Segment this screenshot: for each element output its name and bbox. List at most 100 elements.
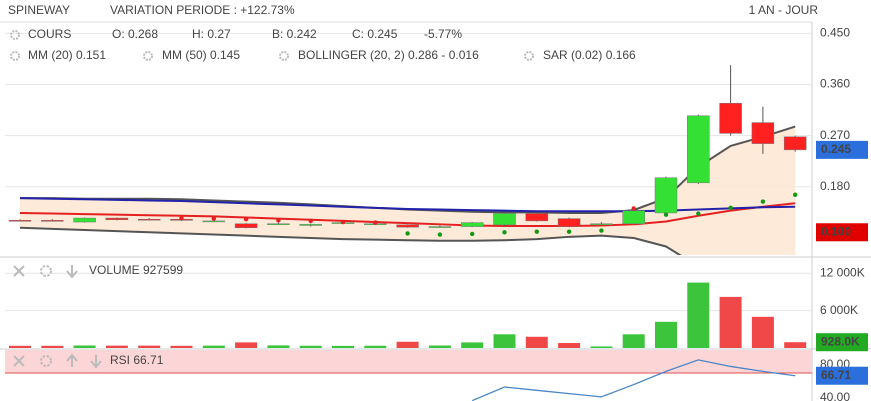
volume-bar bbox=[9, 345, 31, 348]
candle-body bbox=[137, 218, 161, 221]
legend-entry: MM (20) 0.151 bbox=[28, 48, 106, 62]
candle-body bbox=[396, 224, 419, 228]
legend-entry: -5.77% bbox=[424, 27, 462, 41]
down-icon[interactable] bbox=[66, 265, 78, 279]
sar-dot bbox=[243, 216, 249, 222]
panel bbox=[5, 350, 812, 401]
sar-dot bbox=[211, 216, 216, 221]
bollinger-fill bbox=[20, 126, 796, 255]
volume-bar bbox=[655, 321, 677, 348]
sar-dot bbox=[470, 231, 475, 237]
sar-dot bbox=[534, 229, 539, 234]
sar-dot bbox=[728, 205, 733, 211]
volume-bar bbox=[267, 345, 290, 348]
gear-icon[interactable] bbox=[524, 51, 534, 61]
sar-dot bbox=[502, 230, 507, 235]
sar-dot bbox=[373, 220, 378, 225]
candle-body bbox=[234, 223, 258, 228]
volume-bar bbox=[784, 342, 807, 348]
gear-icon[interactable] bbox=[10, 30, 20, 40]
legend-entry: O: 0.268 bbox=[112, 27, 158, 41]
legend-entry: BOLLINGER (20, 2) 0.286 - 0.016 bbox=[298, 48, 479, 62]
legend-entry: C: 0.245 bbox=[352, 27, 398, 41]
sar-dot bbox=[276, 218, 281, 223]
candle-body bbox=[751, 122, 775, 144]
period: 1 AN - JOUR bbox=[749, 3, 819, 17]
panel bbox=[5, 272, 812, 348]
volume-bar bbox=[719, 296, 742, 348]
volume-bar bbox=[138, 345, 161, 348]
value-marker bbox=[816, 333, 868, 352]
candle-body bbox=[105, 217, 129, 221]
value-marker-label: 66.71 bbox=[821, 368, 851, 382]
panel-title: VOLUME 927599 bbox=[89, 263, 183, 277]
gear-icon[interactable] bbox=[279, 51, 289, 61]
legend-entry: MM (50) 0.145 bbox=[162, 48, 240, 62]
volume-bar bbox=[622, 334, 645, 348]
candle-body bbox=[41, 220, 64, 222]
volume-bar bbox=[687, 282, 710, 348]
candle-body bbox=[267, 223, 290, 225]
sar-dot bbox=[599, 228, 604, 233]
panel-title: RSI 66.71 bbox=[110, 353, 164, 367]
candle-body bbox=[525, 213, 549, 222]
candle-body bbox=[654, 177, 678, 214]
candle-body bbox=[460, 222, 484, 227]
gear-icon[interactable] bbox=[143, 51, 153, 61]
gear-icon[interactable] bbox=[40, 355, 52, 367]
volume-bar bbox=[41, 345, 64, 348]
y-tick-label: 0.450 bbox=[820, 26, 850, 40]
legend-entry: H: 0.27 bbox=[192, 27, 231, 41]
value-marker-label: 0.100 bbox=[821, 224, 851, 238]
panel bbox=[5, 32, 812, 255]
candle-body bbox=[493, 213, 516, 226]
y-tick-label: 6 000K bbox=[820, 303, 858, 317]
close-icon[interactable] bbox=[13, 355, 25, 367]
ma-line bbox=[19, 202, 796, 228]
sar-dot bbox=[760, 199, 766, 204]
gear-icon[interactable] bbox=[10, 51, 20, 61]
candle-body bbox=[590, 223, 613, 225]
volume-bar bbox=[170, 345, 193, 348]
sar-dot bbox=[340, 219, 346, 225]
candle-body bbox=[557, 218, 581, 227]
gear-icon[interactable] bbox=[40, 265, 52, 277]
value-marker bbox=[816, 140, 868, 159]
volume-bar bbox=[364, 345, 387, 348]
sar-dot bbox=[308, 218, 313, 224]
rsi-band bbox=[5, 350, 812, 374]
volume-bar bbox=[558, 343, 581, 348]
sar-dot bbox=[793, 192, 798, 197]
volume-bar bbox=[202, 345, 225, 348]
candle-body bbox=[202, 220, 226, 223]
sar-dot bbox=[566, 229, 572, 234]
volume-bar bbox=[428, 345, 451, 348]
value-marker-label: 928.0K bbox=[821, 334, 860, 348]
candle-body bbox=[73, 217, 96, 223]
y-tick-label: 40.00 bbox=[820, 390, 850, 401]
candle-body bbox=[299, 224, 322, 226]
up-icon[interactable] bbox=[66, 353, 78, 367]
volume-bar bbox=[590, 346, 613, 348]
bollinger-lower bbox=[19, 226, 682, 255]
y-tick-label: 0.270 bbox=[820, 128, 850, 142]
candle-body bbox=[783, 136, 807, 151]
volume-bar bbox=[299, 345, 322, 348]
rsi-line bbox=[471, 359, 796, 401]
close-icon[interactable] bbox=[13, 265, 25, 277]
symbol: SPINEWAY bbox=[8, 3, 70, 17]
y-tick-label: 0.360 bbox=[820, 77, 850, 91]
y-tick-label: 12 000K bbox=[820, 265, 865, 279]
candle-body bbox=[622, 210, 645, 224]
value-marker bbox=[816, 223, 868, 242]
value-marker bbox=[816, 366, 868, 385]
candle-body bbox=[719, 103, 742, 134]
sar-dot bbox=[696, 211, 701, 216]
variation: VARIATION PERIODE : +122.73% bbox=[110, 3, 295, 17]
sar-dot bbox=[437, 232, 443, 237]
volume-bar bbox=[105, 345, 128, 348]
down-icon[interactable] bbox=[90, 355, 102, 369]
candle-body bbox=[687, 115, 710, 184]
volume-bar bbox=[525, 336, 548, 348]
